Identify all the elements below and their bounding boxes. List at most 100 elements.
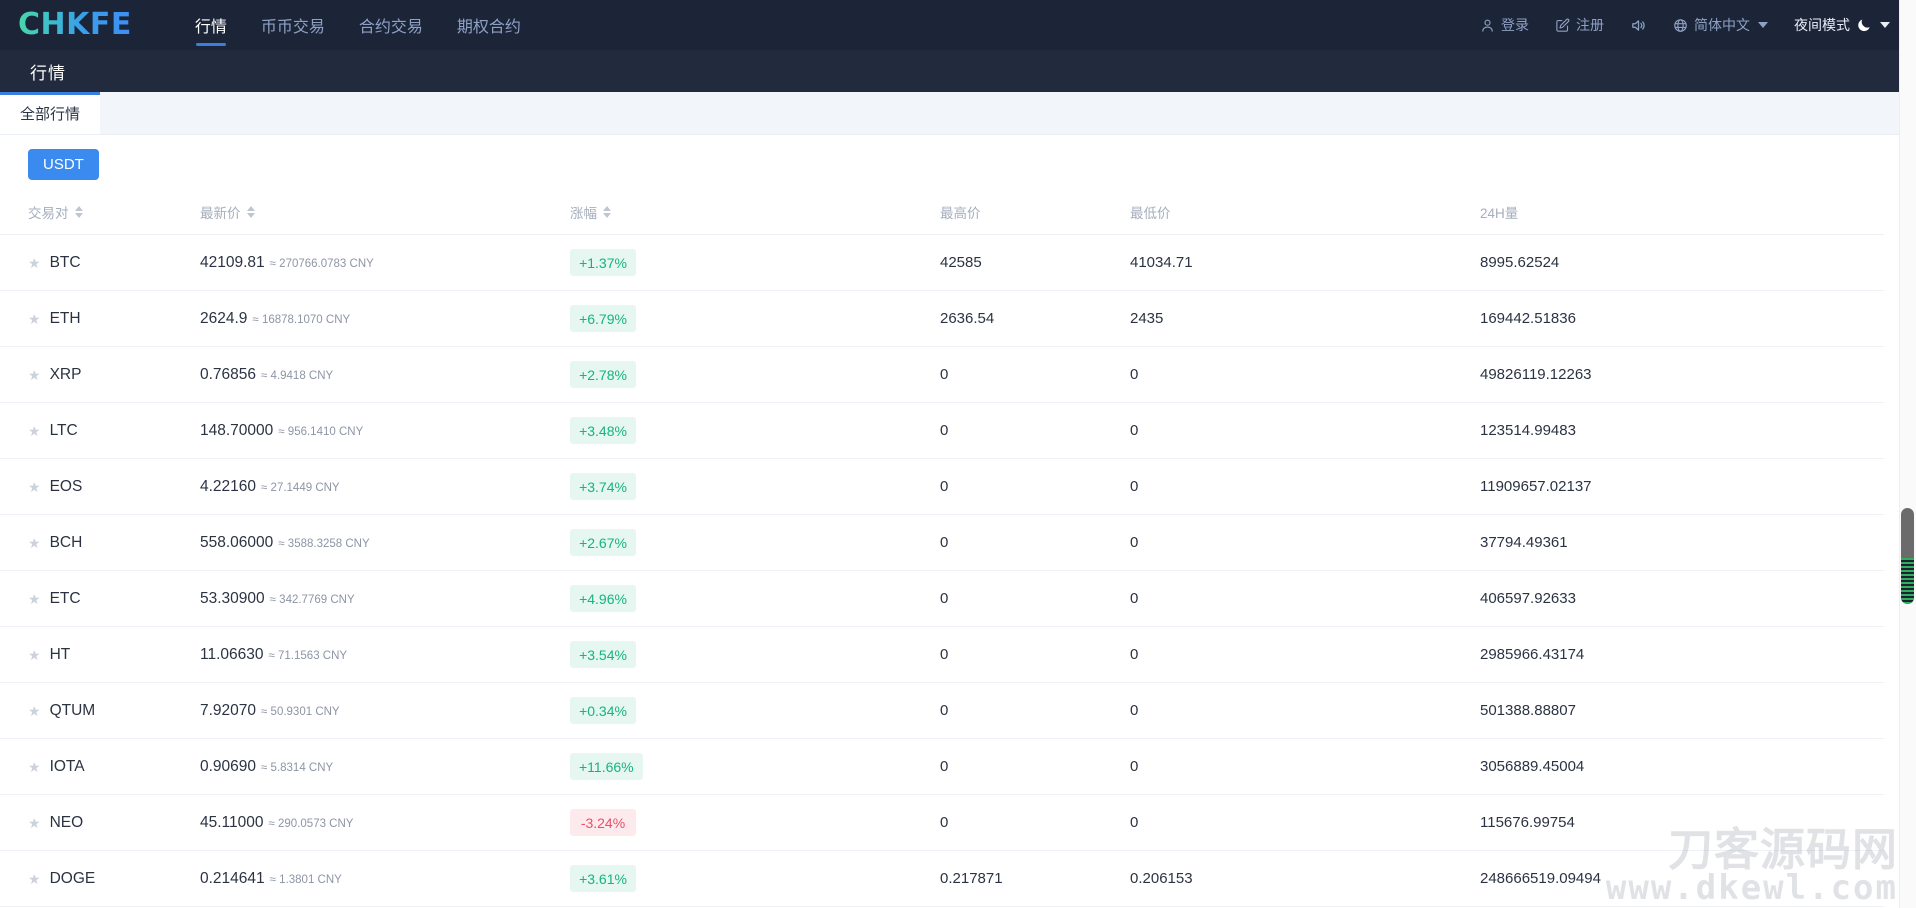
cell-pair[interactable]: ★ BTC [0, 234, 200, 291]
pair-symbol: EOS [49, 477, 83, 495]
change-badge: +2.67% [570, 529, 636, 556]
favorite-star-icon[interactable]: ★ [28, 758, 41, 775]
login-button[interactable]: 登录 [1480, 15, 1529, 35]
column-header-change[interactable]: 涨幅 [570, 190, 940, 235]
volume-value: 37794.49361 [1480, 534, 1568, 551]
table-row[interactable]: ★ EOS 4.22160 ≈ 27.1449 CNY +3.74% 0 0 11909657… [0, 458, 1884, 515]
cell-high: 0 [940, 682, 1130, 739]
cell-pair[interactable]: ★ LTC [0, 402, 200, 459]
price-cny-approx: ≈ 1.3801 CNY [269, 873, 342, 886]
price-cny-value: 71.1563 [278, 649, 320, 662]
pair-symbol: XRP [49, 365, 82, 383]
table-row[interactable]: ★ QTUM 7.92070 ≈ 50.9301 CNY +0.34% 0 0 501388.… [0, 682, 1884, 739]
cell-pair[interactable]: ★ HT [0, 626, 200, 683]
favorite-star-icon[interactable]: ★ [28, 534, 41, 551]
cell-pair[interactable]: ★ XRP [0, 346, 200, 403]
favorite-star-icon[interactable]: ★ [28, 254, 41, 271]
change-badge: -3.24% [570, 809, 636, 836]
table-row[interactable]: ★ LTC 148.70000 ≈ 956.1410 CNY +3.48% 0 0 12351… [0, 402, 1884, 459]
high-value: 42585 [940, 254, 982, 271]
cell-pair[interactable]: ★ IOTA [0, 738, 200, 795]
favorite-star-icon[interactable]: ★ [28, 870, 41, 887]
sort-toggle-price[interactable] [246, 206, 255, 218]
cell-low: 0 [1130, 626, 1480, 683]
change-badge: +11.66% [570, 753, 643, 780]
low-value: 0 [1130, 590, 1139, 607]
change-badge: +2.78% [570, 361, 636, 388]
price-value: 53.30900 [200, 589, 265, 607]
cell-low: 0 [1130, 570, 1480, 627]
cell-pair[interactable]: ★ DOGE [0, 850, 200, 907]
sort-toggle-change[interactable] [603, 206, 611, 218]
price-value: 0.214641 [200, 869, 265, 887]
cell-change: +11.66% [570, 738, 940, 795]
high-value: 0 [940, 814, 949, 831]
cell-high: 0 [940, 794, 1130, 851]
cell-pair[interactable]: ★ ETC [0, 570, 200, 627]
volume-value: 501388.88807 [1480, 702, 1576, 719]
favorite-star-icon[interactable]: ★ [28, 478, 41, 495]
price-value: 0.90690 [200, 757, 257, 775]
tab-all-markets[interactable]: 全部行情 [0, 92, 101, 134]
favorite-star-icon[interactable]: ★ [28, 590, 41, 607]
site-logo[interactable]: CHKFE [18, 7, 132, 42]
cell-volume: 169442.51836 [1480, 290, 1884, 347]
cell-volume: 248666519.09494 [1480, 850, 1884, 907]
menu-item-markets[interactable]: 行情 [178, 0, 244, 50]
favorite-star-icon[interactable]: ★ [28, 366, 41, 383]
table-row[interactable]: ★ IOTA 0.90690 ≈ 5.8314 CNY +11.66% 0 0 3056889… [0, 738, 1884, 795]
column-header-price[interactable]: 最新价 [200, 190, 570, 235]
favorite-star-icon[interactable]: ★ [28, 702, 41, 719]
cell-change: +3.48% [570, 402, 940, 459]
table-row[interactable]: ★ XRP 0.76856 ≈ 4.9418 CNY +2.78% 0 0 49826119.… [0, 346, 1884, 403]
price-cny-value: 4.9418 [270, 369, 306, 382]
favorite-star-icon[interactable]: ★ [28, 310, 41, 327]
cell-price: 2624.9 ≈ 16878.1070 CNY [200, 290, 570, 347]
cell-pair[interactable]: ★ BCH [0, 514, 200, 571]
cell-high: 0 [940, 346, 1130, 403]
price-cny-value: 290.0573 [278, 817, 326, 830]
cell-change: +3.54% [570, 626, 940, 683]
price-cny-value: 16878.1070 [261, 313, 323, 326]
menu-item-label: 期权合约 [456, 19, 521, 36]
menu-item-options-contract[interactable]: 期权合约 [440, 0, 538, 50]
column-header-volume: 24H量 [1480, 190, 1884, 235]
table-row[interactable]: ★ ETC 53.30900 ≈ 342.7769 CNY +4.96% 0 0 406597… [0, 570, 1884, 627]
cell-pair[interactable]: ★ ETH [0, 290, 200, 347]
column-label: 最高价 [940, 206, 981, 221]
sort-toggle-pair[interactable] [74, 206, 83, 218]
cell-pair[interactable]: ★ NEO [0, 794, 200, 851]
globe-icon [1673, 18, 1688, 33]
low-value: 0 [1130, 534, 1139, 551]
table-row[interactable]: ★ NEO 45.11000 ≈ 290.0573 CNY -3.24% 0 0 115676… [0, 794, 1884, 851]
filter-usdt-button[interactable]: USDT [28, 149, 99, 180]
favorite-star-icon[interactable]: ★ [28, 422, 41, 439]
table-row[interactable]: ★ ETH 2624.9 ≈ 16878.1070 CNY +6.79% 2636.54 2… [0, 290, 1884, 347]
price-cny-value: 50.9301 [270, 705, 313, 718]
column-header-pair[interactable]: 交易对 [0, 190, 200, 235]
price-cny-value: 270766.0783 [279, 257, 347, 270]
register-button[interactable]: 注册 [1555, 15, 1604, 35]
cell-high: 0 [940, 402, 1130, 459]
table-row[interactable]: ★ BCH 558.06000 ≈ 3588.3258 CNY +2.67% 0 0 3779… [0, 514, 1884, 571]
menu-item-contract-trading[interactable]: 合约交易 [342, 0, 440, 50]
cell-pair[interactable]: ★ EOS [0, 458, 200, 515]
table-row[interactable]: ★ DOGE 0.214641 ≈ 1.3801 CNY +3.61% 0.217871 0… [0, 850, 1884, 907]
pair-symbol: HT [49, 645, 71, 663]
cell-pair[interactable]: ★ QTUM [0, 682, 200, 739]
low-value: 0 [1130, 646, 1139, 663]
price-cny-value: 27.1449 [270, 481, 313, 494]
page-scrollbar[interactable] [1899, 0, 1916, 908]
menu-item-spot-trading[interactable]: 币币交易 [244, 0, 342, 50]
language-selector[interactable]: 简体中文 [1673, 15, 1768, 35]
table-row[interactable]: ★ BTC 42109.81 ≈ 270766.0783 CNY +1.37% 42585… [0, 234, 1884, 291]
volume-value: 115676.99754 [1480, 814, 1575, 831]
page-scrollbar-thumb[interactable] [1901, 508, 1914, 604]
table-row[interactable]: ★ HT 11.06630 ≈ 71.1563 CNY +3.54% 0 0 2985966.… [0, 626, 1884, 683]
sound-toggle-button[interactable] [1630, 17, 1647, 34]
menu-item-label: 币币交易 [260, 19, 325, 36]
night-mode-toggle[interactable]: 夜间模式 [1794, 15, 1890, 35]
cell-change: +4.96% [570, 570, 940, 627]
favorite-star-icon[interactable]: ★ [28, 646, 41, 663]
favorite-star-icon[interactable]: ★ [28, 814, 41, 831]
